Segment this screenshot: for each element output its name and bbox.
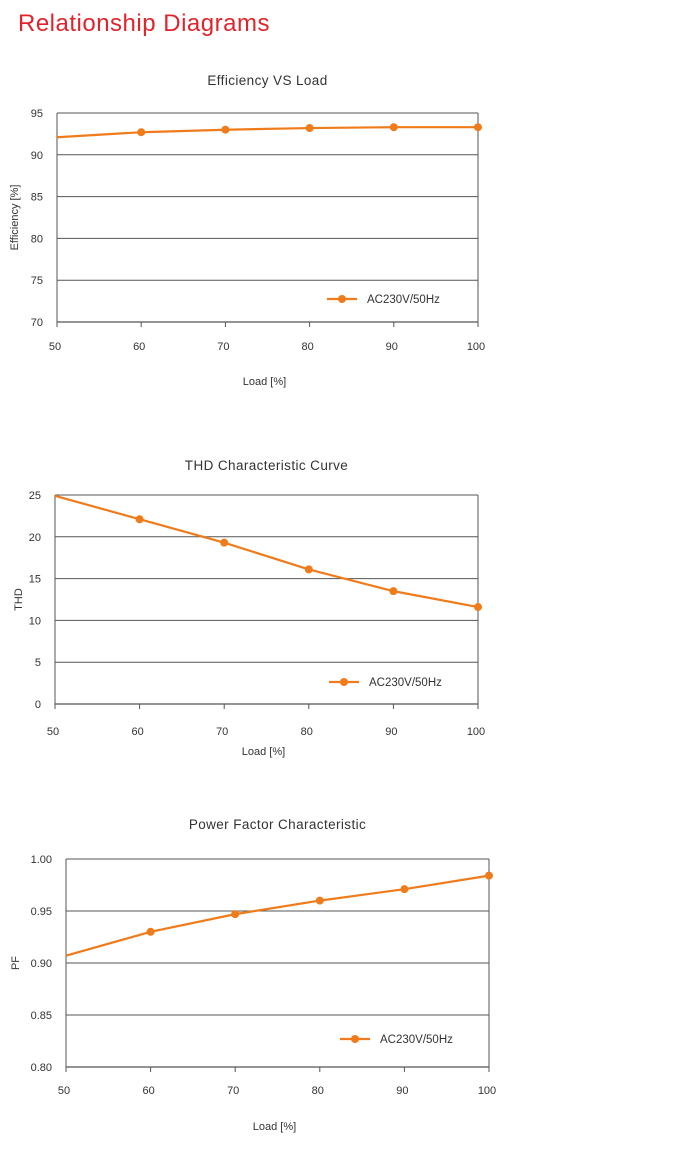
legend-label: AC230V/50Hz — [380, 1034, 453, 1046]
y-tick-label: 70 — [31, 317, 43, 329]
x-tick-label: 80 — [301, 341, 313, 353]
legend-marker — [340, 678, 348, 686]
x-tick-label: 80 — [301, 726, 313, 738]
legend-marker — [351, 1035, 359, 1043]
x-tick-label: 80 — [312, 1085, 324, 1097]
data-point — [137, 128, 146, 137]
y-tick-label: 80 — [31, 233, 43, 245]
data-point — [389, 587, 398, 596]
x-tick-label: 50 — [49, 341, 61, 353]
y-tick-label: 1.00 — [31, 854, 52, 866]
y-tick-label: 20 — [29, 532, 41, 544]
x-tick-label: 90 — [385, 726, 397, 738]
data-point — [231, 910, 240, 919]
x-tick-label: 100 — [467, 341, 485, 353]
legend-marker — [338, 295, 346, 303]
y-tick-label: 0.85 — [31, 1010, 52, 1022]
y-tick-label: 75 — [31, 275, 43, 287]
chart-title: Power Factor Characteristic — [189, 817, 366, 832]
y-axis-label: THD — [13, 588, 25, 611]
y-tick-label: 10 — [29, 615, 41, 627]
y-tick-label: 25 — [29, 490, 41, 502]
y-axis-label: PF — [10, 956, 22, 970]
chart-title: Efficiency VS Load — [207, 73, 327, 88]
power-factor-chart: Power Factor Characteristic 0.80 0.85 0.90 0… — [10, 817, 496, 1133]
x-tick-label: 70 — [227, 1085, 239, 1097]
x-tick-label: 90 — [396, 1085, 408, 1097]
y-tick-label: 90 — [31, 150, 43, 162]
data-point — [474, 603, 482, 612]
page-title: Relationship Diagrams — [18, 10, 270, 37]
x-tick-label: 90 — [386, 341, 398, 353]
legend-label: AC230V/50Hz — [369, 677, 442, 689]
chart-title: THD Characteristic Curve — [185, 458, 348, 473]
y-tick-label: 95 — [31, 108, 43, 120]
y-axis-label: Efficiency [%] — [9, 185, 21, 251]
data-point — [305, 124, 314, 133]
data-point — [400, 885, 409, 894]
x-axis-label: Load [%] — [242, 746, 285, 758]
y-tick-label: 0.95 — [31, 906, 52, 918]
y-tick-label: 0.80 — [31, 1062, 52, 1074]
data-point — [221, 125, 230, 134]
y-tick-label: 5 — [35, 657, 41, 669]
data-point — [304, 565, 313, 574]
x-tick-label: 70 — [217, 341, 229, 353]
x-tick-label: 60 — [133, 341, 145, 353]
x-tick-label: 50 — [58, 1085, 70, 1097]
series-line — [54, 494, 479, 609]
data-point — [146, 927, 155, 936]
series-line — [65, 874, 490, 957]
y-tick-label: 0.90 — [31, 958, 52, 970]
data-point — [389, 123, 398, 132]
legend-label: AC230V/50Hz — [367, 294, 440, 306]
data-point — [485, 871, 493, 880]
series-line — [56, 126, 478, 139]
x-tick-label: 100 — [467, 726, 485, 738]
x-tick-label: 50 — [47, 726, 59, 738]
y-tick-label: 15 — [29, 574, 41, 586]
x-tick-label: 60 — [131, 726, 143, 738]
thd-chart: THD Characteristic Curve 0 5 10 15 20 25 50 60 70… — [13, 458, 485, 758]
data-point — [135, 515, 144, 524]
data-point — [474, 123, 482, 132]
y-tick-label: 85 — [31, 192, 43, 204]
x-axis-label: Load [%] — [243, 376, 286, 388]
data-point — [315, 896, 324, 905]
x-axis-label: Load [%] — [253, 1121, 296, 1133]
y-tick-label: 0 — [35, 699, 41, 711]
x-tick-label: 60 — [142, 1085, 154, 1097]
x-tick-label: 100 — [478, 1085, 496, 1097]
efficiency-chart: Efficiency VS Load 70 75 80 85 90 95 50 60 70 80 90… — [9, 73, 485, 388]
data-point — [220, 538, 229, 547]
x-tick-label: 70 — [216, 726, 228, 738]
